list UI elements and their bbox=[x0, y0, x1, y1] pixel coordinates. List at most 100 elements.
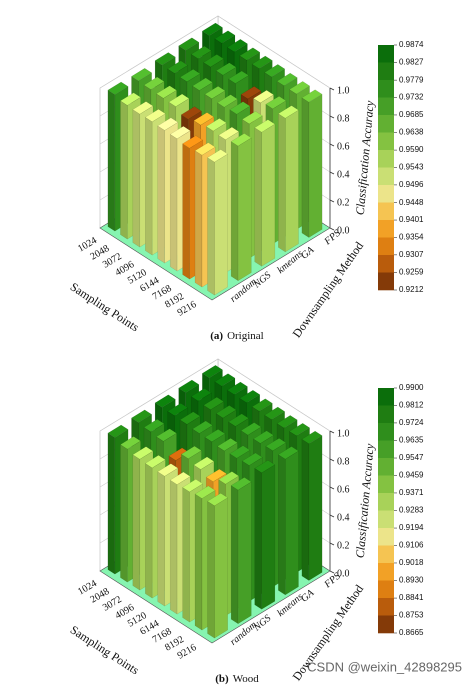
colorbar-swatch bbox=[378, 185, 394, 203]
bar-face-top bbox=[194, 142, 216, 156]
bar-face-right bbox=[285, 450, 299, 596]
bar bbox=[230, 133, 252, 281]
colorbar-swatch bbox=[378, 580, 394, 599]
bar-face-top bbox=[289, 81, 310, 95]
bar-face-left bbox=[157, 471, 165, 607]
bar-face-left bbox=[170, 479, 178, 615]
z-tick-label: 0.8 bbox=[337, 456, 350, 467]
colorbar-tick-label: 0.9874 bbox=[399, 40, 424, 49]
bar-face-top bbox=[203, 396, 225, 410]
bar-face-right bbox=[237, 481, 252, 624]
bar-face-top bbox=[214, 373, 236, 387]
bar-face-top bbox=[301, 430, 323, 444]
colorbar-tick-label: 0.9307 bbox=[399, 250, 424, 259]
bar-face-left bbox=[207, 157, 215, 296]
colorbar-tick-label: 0.9194 bbox=[399, 523, 424, 532]
colorbar-tick-label: 0.9212 bbox=[399, 285, 424, 294]
bar-face-top bbox=[204, 86, 226, 99]
bar-face-top bbox=[276, 72, 298, 86]
colorbar-tick-label: 0.9496 bbox=[399, 180, 424, 189]
bar-face-top bbox=[228, 413, 249, 427]
bar-face-top bbox=[218, 126, 240, 140]
bar-face-top bbox=[239, 47, 261, 61]
bar-face-top bbox=[253, 430, 274, 444]
bar-face-left bbox=[230, 141, 239, 281]
colorbar-tick-label: 0.9448 bbox=[399, 198, 424, 207]
bar-face-top bbox=[143, 419, 165, 433]
colorbar-swatch bbox=[378, 115, 394, 133]
colorbar-tick-label: 0.9685 bbox=[399, 110, 424, 119]
x-axis-title: Sampling Points bbox=[68, 623, 142, 678]
colorbar-tick-label: 0.8753 bbox=[399, 611, 424, 620]
bar-face-top bbox=[145, 455, 166, 469]
colorbar-tick-label: 0.9724 bbox=[399, 418, 424, 427]
bar-face-right bbox=[285, 109, 299, 253]
bar-face-top bbox=[132, 446, 154, 460]
colorbar-swatch bbox=[378, 132, 394, 151]
bar-face-top bbox=[107, 424, 129, 438]
colorbar-tick-label: 0.9371 bbox=[399, 488, 424, 497]
bar-face-top bbox=[107, 81, 129, 95]
caption: (a) Original bbox=[210, 330, 264, 342]
z-tick-label: 1.0 bbox=[337, 428, 350, 439]
bar-face-top bbox=[202, 22, 223, 36]
bar-face-top bbox=[241, 452, 263, 466]
bar-face-top bbox=[182, 479, 204, 493]
z-tick bbox=[329, 430, 335, 434]
z-tick bbox=[329, 227, 335, 231]
z-tick-label: 0.2 bbox=[337, 197, 350, 208]
bar-face-top bbox=[202, 365, 223, 379]
bar-face-top bbox=[240, 86, 262, 100]
colorbar-tick-label: 0.9812 bbox=[399, 401, 424, 410]
colorbar-swatch bbox=[378, 423, 394, 441]
colorbar-tick-label: 0.8841 bbox=[399, 593, 424, 602]
bar-face-left bbox=[170, 134, 178, 272]
bar-face-left bbox=[301, 438, 310, 581]
colorbar-tick-label: 0.9638 bbox=[399, 127, 424, 136]
bar-face-top bbox=[226, 39, 248, 53]
colorbar-swatch bbox=[378, 458, 394, 476]
bar-face-top bbox=[169, 471, 191, 485]
bar bbox=[207, 493, 228, 639]
bar-face-top bbox=[190, 45, 212, 59]
bar-face-left bbox=[132, 454, 140, 591]
bar-face-right bbox=[237, 137, 252, 281]
bar-face-top bbox=[156, 85, 177, 99]
bar-face-top bbox=[289, 423, 310, 436]
bar-face-top bbox=[265, 438, 287, 451]
bar bbox=[254, 119, 276, 267]
bar-face-top bbox=[182, 135, 204, 149]
colorbar-tick-label: 0.8665 bbox=[399, 628, 424, 637]
bar-face-top bbox=[205, 118, 227, 132]
colorbar-swatch bbox=[378, 167, 394, 186]
bar-face-top bbox=[228, 70, 249, 84]
bar-face-left bbox=[107, 432, 116, 575]
z-tick bbox=[329, 486, 335, 490]
caption: (b) Wood bbox=[215, 673, 259, 685]
bar-face-top bbox=[154, 394, 176, 408]
bar-face-top bbox=[193, 112, 215, 126]
z-tick-label: 0.6 bbox=[337, 141, 350, 152]
bar-face-top bbox=[181, 106, 202, 120]
colorbar-tick-label: 0.9283 bbox=[399, 506, 424, 515]
bar-face-top bbox=[192, 420, 213, 434]
bar-face-top bbox=[203, 54, 225, 68]
bar-face-top bbox=[207, 493, 228, 506]
bar-face-right bbox=[308, 93, 323, 238]
bar-face-right bbox=[308, 435, 323, 581]
bar-face-top bbox=[215, 405, 237, 419]
bar-face-left bbox=[230, 485, 239, 624]
colorbar-tick-label: 0.8930 bbox=[399, 576, 424, 585]
caption-panel: (b) bbox=[215, 673, 229, 685]
z-tick bbox=[329, 115, 335, 119]
bar-face-left bbox=[278, 113, 286, 253]
bar-face-left bbox=[182, 143, 190, 280]
bar-face-right bbox=[261, 123, 276, 267]
colorbar-tick-label: 0.9732 bbox=[399, 93, 424, 102]
bar-face-left bbox=[254, 468, 262, 610]
colorbar-tick-label: 0.9401 bbox=[399, 215, 424, 224]
bar-face-right bbox=[261, 464, 276, 610]
colorbar-tick-label: 0.9779 bbox=[399, 75, 424, 84]
bar-face-top bbox=[264, 64, 285, 78]
